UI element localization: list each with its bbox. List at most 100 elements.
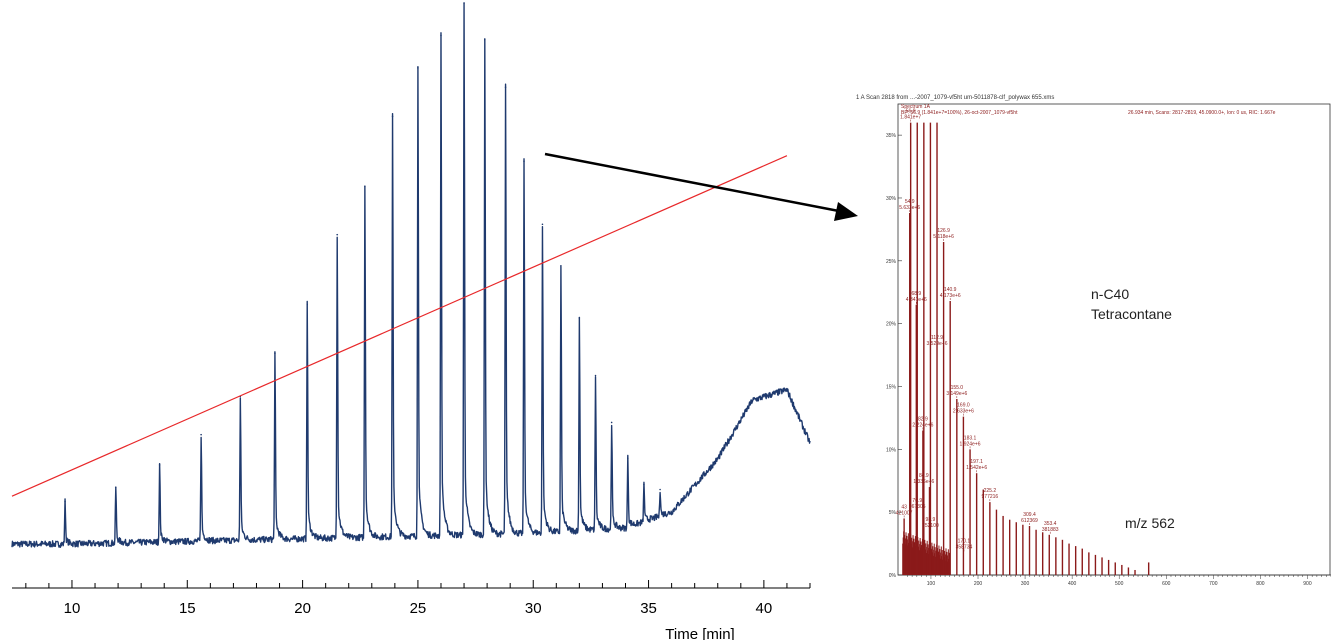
peak-label-mz: 112.9	[931, 335, 943, 341]
chromatogram-peak-18	[578, 317, 581, 319]
peak-label-intensity: 1.542e+6	[966, 465, 987, 471]
peak-label-mz: 84.9	[919, 473, 929, 479]
peak-label-intensity: 1.841e+7	[900, 115, 921, 121]
spectrum-header: 1 A Scan 2818 from ...-2007_1079-vf5ht u…	[856, 95, 1054, 101]
spectrum-x-tick-label: 400	[1068, 581, 1077, 587]
peak-label-intensity: 3.529e+6	[927, 341, 948, 347]
y-tick-label: 5%	[889, 510, 897, 516]
spectrum-x-tick-label: 800	[1256, 581, 1265, 587]
chromatogram-peak-16	[541, 223, 544, 226]
chromatogram-peak-17	[560, 264, 562, 267]
arrow-shaft	[544, 152, 845, 214]
peak-label-intensity: 2.224e+6	[912, 422, 933, 428]
chromatogram-peak-2	[158, 464, 161, 466]
ion-label: m/z 562	[1125, 515, 1175, 531]
x-tick-label: 40	[756, 600, 773, 617]
y-tick-label: 0%	[889, 573, 897, 579]
compound-name-line2: Tetracontane	[1091, 306, 1172, 322]
peak-label-mz: 82.9	[918, 416, 928, 422]
peak-label-intensity: 1.924e+6	[960, 441, 981, 447]
chromatogram-peak-0	[64, 500, 66, 503]
peak-label-intensity: 967305	[909, 504, 926, 510]
peak-label-mz: 183.1	[964, 435, 977, 441]
peak-label-intensity: 1.336e+6	[913, 479, 934, 485]
peak-label-mz: 155.0	[951, 385, 964, 391]
chromatogram-chart: 10 15 20 25 30 35 40 Time [min]	[11, 2, 811, 640]
y-tick-label: 25%	[886, 259, 897, 265]
spectrum-x-tick-label: 600	[1162, 581, 1171, 587]
spectrum-label: Spectrum 1A	[901, 104, 931, 110]
peak-label-intensity: 977216	[982, 494, 999, 500]
spectrum-detail-left: BP: 56.9 (1.841e+7=100%), 26-oct-2007_10…	[901, 110, 1018, 116]
x-tick-label: 20	[294, 600, 311, 617]
chromatogram-peak-23	[659, 488, 661, 491]
peak-label-mz: 353.4	[1044, 521, 1057, 527]
spectrum-x-tick-label: 900	[1303, 581, 1312, 587]
chromatogram-peak-21	[627, 457, 629, 459]
x-tick-label: 15	[179, 600, 196, 617]
mass-spectrum-chart: 1 A Scan 2818 from ...-2007_1079-vf5ht u…	[856, 95, 1331, 587]
chromatogram-peak-22	[643, 483, 645, 486]
x-tick-label: 10	[64, 600, 81, 617]
chromatogram-peak-15	[523, 160, 525, 162]
peak-label-mz: 56.9	[906, 109, 916, 115]
y-tick-label: 15%	[886, 384, 897, 390]
x-tick-label: 25	[410, 600, 427, 617]
chromatogram-peak-7	[336, 233, 339, 236]
peak-label-mz: 309.4	[1023, 512, 1036, 518]
spectrum-x-tick-label: 300	[1021, 581, 1030, 587]
peak-label-mz: 98.9	[926, 517, 936, 523]
peak-label-intensity: 4.173e+6	[940, 293, 961, 299]
peak-label-mz: 140.9	[944, 287, 957, 293]
spectrum-detail-right: 26.934 min, Scans: 2817-2819, 45.0900.0+…	[1128, 110, 1276, 116]
chromatogram-peak-1	[114, 486, 117, 488]
peak-label-mz: 68.9	[911, 291, 921, 297]
chromatogram-trace	[11, 2, 811, 548]
spectrum-x-tick-label: 200	[974, 581, 983, 587]
peak-label-mz: 126.9	[937, 228, 950, 234]
peak-label-intensity: 4.341e+6	[906, 297, 927, 303]
chromatogram-peak-10	[417, 67, 419, 69]
y-tick-label: 10%	[886, 447, 897, 453]
chromatogram-peak-3	[200, 433, 202, 436]
compound-name-line1: n-C40	[1091, 286, 1129, 302]
peak-label-mz: 225.2	[984, 488, 997, 494]
chromatogram-peak-9	[391, 115, 394, 118]
y-tick-label: 30%	[886, 196, 897, 202]
chromatogram-peak-5	[274, 352, 276, 354]
chromatogram-peak-13	[484, 38, 486, 41]
spectrum-x-tick-label: 500	[1115, 581, 1124, 587]
chromatogram-peak-6	[306, 303, 309, 306]
chromatogram-peak-19	[594, 374, 597, 377]
peak-label-mz: 54.9	[905, 199, 915, 205]
x-axis-title: Time [min]	[665, 626, 734, 640]
chromatogram-peak-8	[364, 185, 366, 187]
peak-label-intensity: 5.118e+6	[933, 234, 954, 240]
chromatogram-peak-14	[504, 86, 507, 88]
peak-label-intensity: 3.149e+6	[946, 391, 967, 397]
peak-label-mz: 197.1	[970, 459, 983, 465]
peak-label-intensity: 2.633e+6	[953, 409, 974, 415]
peak-label-mz: 170.1	[958, 538, 971, 544]
peak-label-intensity: 752100	[922, 523, 939, 529]
y-tick-label: 20%	[886, 322, 897, 328]
peak-label-mz: 169.0	[957, 403, 970, 409]
chromatogram-peak-12	[463, 2, 465, 4]
peak-label-intensity: 612369	[1021, 518, 1038, 524]
peak-label-mz: 70.9	[912, 498, 922, 504]
pointer-arrow	[544, 152, 858, 221]
trend-line	[11, 155, 788, 497]
x-tick-label: 30	[525, 600, 542, 617]
peak-label-intensity: 358734	[956, 544, 973, 550]
peak-label-mz: 43	[901, 504, 907, 510]
peak-label-intensity: 381883	[1042, 527, 1059, 533]
peak-label-intensity: 5.633e+6	[899, 205, 920, 211]
x-tick-label: 35	[640, 600, 657, 617]
chromatogram-peak-20	[610, 421, 613, 424]
spectrum-x-tick-label: 100	[927, 581, 936, 587]
chromatogram-peak-11	[440, 34, 442, 37]
spectrum-x-tick-label: 700	[1209, 581, 1218, 587]
arrow-head	[834, 202, 858, 221]
peak-label-intensity: 421007	[896, 510, 913, 516]
